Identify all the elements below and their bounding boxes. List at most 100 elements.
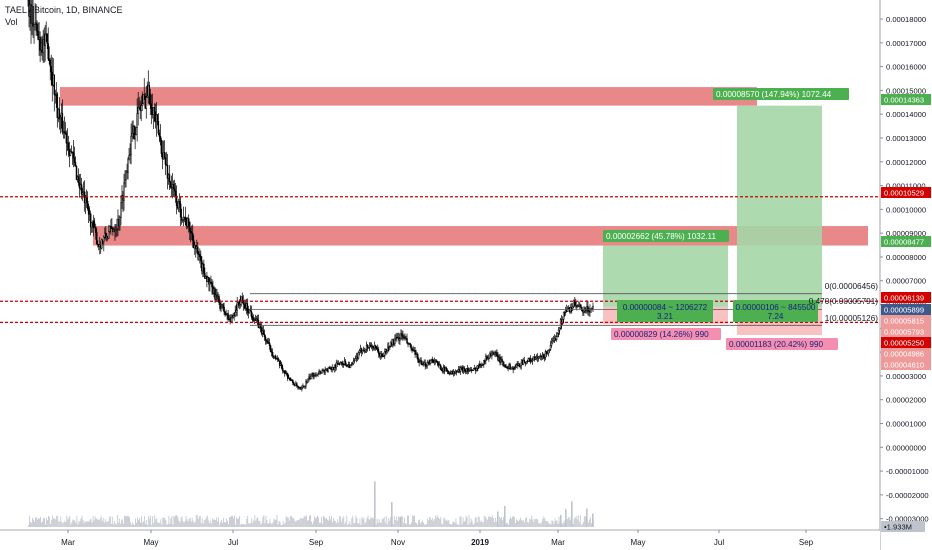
candle-body	[252, 317, 255, 321]
volume-bar	[448, 520, 450, 527]
volume-bar	[363, 517, 365, 527]
candle-body	[256, 318, 259, 321]
candle-body	[46, 33, 48, 44]
volume-bar	[207, 520, 209, 527]
candle-body	[268, 342, 271, 346]
position-1-target-box	[603, 245, 728, 307]
candle-body	[581, 307, 583, 312]
volume-bar	[114, 523, 116, 527]
candle-body	[129, 154, 131, 156]
volume-bar	[375, 524, 377, 527]
volume-bar	[512, 516, 513, 527]
candle-body	[198, 253, 200, 256]
volume-bar	[511, 518, 512, 527]
candle-body	[349, 365, 352, 369]
volume-bar	[583, 516, 585, 527]
candle-body	[137, 106, 139, 114]
volume-bar	[259, 520, 261, 527]
volume-bar	[404, 523, 406, 527]
candle-body	[491, 353, 493, 356]
volume-bar	[502, 520, 503, 527]
candle-body	[156, 114, 159, 122]
volume-bar	[234, 515, 235, 527]
volume-bar	[81, 515, 83, 527]
volume-layer	[28, 481, 594, 527]
volume-bar	[253, 520, 255, 527]
volume-bar	[224, 522, 225, 527]
volume-bar	[164, 517, 166, 527]
time-axis[interactable]: Mar May Jul Sep Nov 2019 Mar May Jul Sep	[0, 529, 880, 550]
volume-bar	[506, 522, 507, 527]
candle-body	[188, 221, 191, 232]
volume-bar	[350, 524, 352, 527]
candle-body	[208, 277, 210, 285]
candle-body	[246, 303, 249, 311]
price-axis[interactable]: 0.00018000 0.00017000 0.00016000 0.00015000…	[879, 0, 932, 550]
candle-body	[74, 162, 77, 167]
volume-bar	[115, 524, 117, 527]
volume-bar	[160, 519, 162, 527]
time-tick-label: 2019	[471, 538, 489, 547]
volume-bar	[289, 516, 291, 527]
position-2-entry-label-bg	[733, 300, 818, 322]
candle-body	[86, 201, 89, 209]
volume-bar	[298, 519, 300, 527]
volume-bar	[443, 517, 445, 527]
candle-body	[587, 306, 589, 312]
volume-bar	[427, 518, 429, 527]
volume-bar	[219, 524, 220, 527]
volume-bar	[292, 518, 294, 527]
volume-bar	[393, 515, 395, 527]
volume-bar	[545, 521, 547, 527]
volume-bar	[300, 518, 302, 527]
candle-body	[238, 304, 240, 306]
price-tick-label: 0.00011000	[886, 182, 926, 191]
candle-body	[105, 232, 107, 238]
volume-bar	[468, 515, 470, 527]
volume-bar	[211, 518, 213, 527]
candle-body	[496, 352, 498, 357]
volume-bar	[107, 521, 109, 527]
volume-bar	[465, 515, 467, 527]
time-tick-label: May	[630, 538, 645, 547]
volume-bar	[132, 522, 133, 527]
volume-bar	[533, 521, 535, 527]
candle-body	[199, 254, 201, 258]
volume-bar	[36, 517, 37, 527]
candle-body	[197, 246, 199, 255]
volume-bar	[252, 522, 254, 527]
volume-bar	[153, 523, 155, 527]
volume-bar	[65, 522, 67, 527]
volume-bar	[174, 516, 176, 527]
volume-bar	[407, 515, 408, 527]
volume-bar	[335, 521, 337, 527]
volume-bar	[550, 524, 552, 527]
candle-body	[115, 229, 117, 231]
axis-price-label-bg	[881, 359, 931, 370]
volume-bar	[481, 522, 483, 527]
volume-bar	[551, 520, 553, 527]
volume-bar	[287, 517, 289, 527]
volume-bar	[457, 524, 459, 527]
candle-body	[414, 350, 416, 355]
candles-layer	[27, 0, 594, 392]
volume-bar	[519, 519, 521, 527]
candle-body	[149, 93, 152, 105]
volume-bar	[412, 515, 413, 527]
volume-bar	[422, 520, 423, 527]
volume-bar	[352, 516, 354, 527]
volume-bar	[429, 516, 431, 527]
candle-body	[269, 345, 272, 352]
candle-body	[72, 151, 75, 159]
volume-bar	[317, 515, 318, 527]
candle-body	[94, 227, 97, 233]
volume-bar	[389, 517, 391, 527]
candle-body	[123, 182, 125, 201]
volume-bar	[135, 518, 136, 527]
volume-bar	[379, 522, 381, 527]
volume-bar	[199, 515, 201, 527]
volume-bar	[525, 517, 527, 527]
volume-bar	[188, 518, 190, 527]
